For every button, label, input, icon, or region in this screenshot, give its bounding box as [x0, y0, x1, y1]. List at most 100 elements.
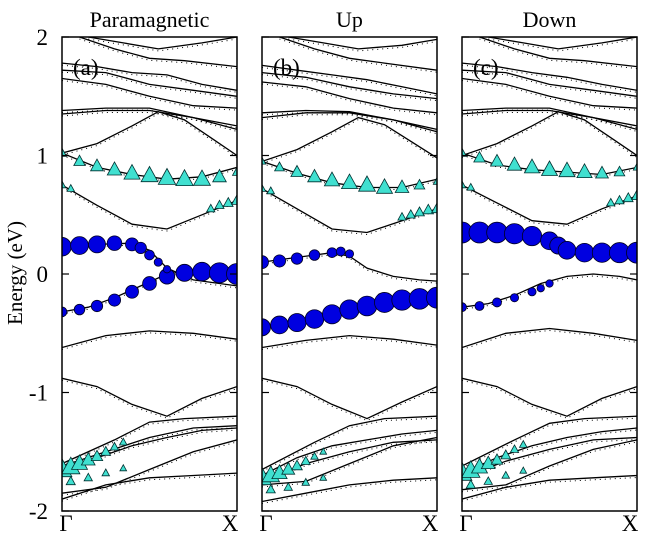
circle-marker	[90, 299, 104, 313]
circle-marker	[326, 247, 338, 258]
band-line	[462, 415, 637, 467]
band-line	[262, 64, 437, 95]
x-tick-label-x: X	[422, 511, 439, 533]
triangle-marker	[323, 171, 341, 187]
band-dots	[62, 112, 237, 129]
panel-2: Up (b) Γ X	[259, 7, 439, 533]
band-dots	[462, 329, 637, 350]
panel-1: Paramagnetic (a) Γ X	[59, 7, 239, 533]
triangle-marker	[413, 178, 426, 190]
band-line	[62, 109, 237, 127]
band-line	[462, 110, 637, 157]
circle-marker	[287, 313, 307, 333]
circle-marker	[462, 302, 467, 313]
triangle-marker	[501, 470, 511, 479]
triangle-marker	[632, 162, 637, 171]
panel-label: (b)	[273, 55, 300, 80]
band-line	[462, 427, 637, 474]
band-line	[262, 116, 437, 163]
circle-marker	[503, 223, 525, 245]
band-line	[62, 107, 237, 131]
circle-marker	[304, 309, 325, 329]
triangle-marker	[480, 455, 496, 470]
band-line	[262, 81, 437, 114]
triangle-marker	[214, 199, 225, 209]
band-line	[62, 62, 237, 91]
circle-marker	[262, 255, 269, 270]
band-line	[479, 37, 637, 68]
triangle-marker	[66, 183, 76, 192]
triangle-marker	[83, 472, 94, 482]
circle-marker	[557, 241, 577, 260]
band-line	[62, 439, 237, 494]
y-tick-label: 1	[37, 144, 49, 169]
band-line	[262, 377, 437, 420]
triangle-marker	[483, 476, 494, 485]
y-tick-label: 0	[37, 262, 49, 287]
triangle-marker	[490, 453, 504, 465]
band-dots	[462, 379, 637, 419]
triangle-marker	[506, 156, 523, 171]
triangle-marker	[518, 439, 528, 448]
circle-marker	[521, 225, 543, 247]
panel-frame	[261, 36, 438, 512]
plot-area	[62, 37, 237, 502]
circle-marker	[536, 284, 545, 293]
band-line	[462, 327, 637, 349]
band-line	[62, 69, 237, 97]
triangle-marker	[301, 477, 311, 486]
band-line	[288, 37, 437, 50]
triangle-marker	[283, 481, 294, 491]
triangle-marker	[123, 163, 141, 180]
triangle-marker	[106, 161, 123, 176]
triangle-marker	[101, 468, 111, 477]
band-dots	[462, 477, 637, 502]
band-dots	[62, 113, 237, 158]
triangle-marker	[319, 447, 328, 455]
circle-marker	[272, 254, 286, 268]
triangle-marker	[558, 161, 576, 178]
band-line	[62, 77, 237, 109]
y-tick-label: -2	[29, 499, 48, 524]
circle-marker	[108, 293, 122, 307]
triangle-marker	[509, 444, 520, 453]
band-dots	[262, 379, 437, 422]
triangle-marker	[119, 463, 128, 472]
x-tick-label-x: X	[222, 511, 239, 533]
triangle-marker	[73, 154, 86, 166]
band-dots	[479, 38, 637, 70]
y-tick-label: 2	[37, 25, 49, 50]
triangle-marker	[80, 451, 96, 466]
x-tick-label-x: X	[622, 511, 639, 533]
band-dots	[462, 417, 637, 469]
circle-marker	[134, 241, 147, 255]
triangle-marker	[291, 459, 303, 471]
band-dots	[62, 441, 237, 496]
triangle-marker	[62, 180, 67, 189]
triangle-marker	[405, 208, 416, 219]
circle-marker	[262, 318, 271, 337]
triangle-marker	[375, 177, 394, 194]
triangle-marker	[613, 165, 626, 177]
circle-marker	[509, 293, 519, 303]
band-line	[62, 377, 237, 417]
band-line	[88, 37, 237, 50]
band-line	[462, 109, 637, 127]
band-line	[462, 439, 637, 491]
triangle-marker	[622, 191, 634, 203]
band-line	[262, 252, 437, 282]
triangle-marker	[262, 156, 267, 165]
plot-area	[462, 37, 637, 502]
band-line	[462, 184, 637, 225]
circle-marker	[290, 252, 304, 265]
circle-marker	[344, 249, 354, 259]
plot-area	[262, 37, 437, 504]
triangle-marker	[262, 183, 267, 192]
triangle-marker	[266, 186, 276, 195]
triangle-marker	[394, 179, 410, 193]
circle-marker	[492, 297, 502, 308]
circle-marker	[527, 287, 537, 297]
band-dots	[462, 112, 637, 129]
